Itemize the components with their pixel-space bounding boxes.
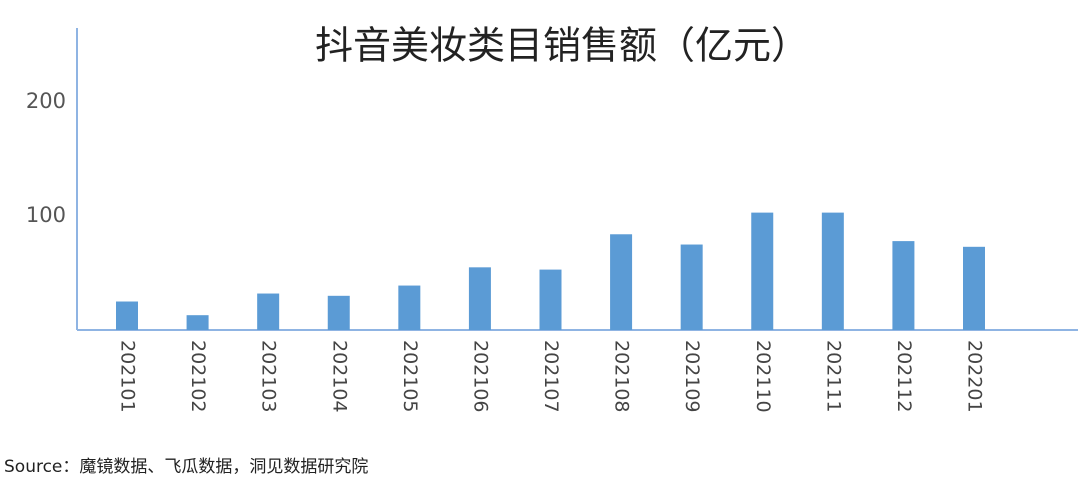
x-tick-label: 202110 [752, 340, 774, 413]
bar [821, 212, 844, 330]
x-tick-label: 202108 [611, 340, 633, 413]
x-tick-label: 202103 [258, 340, 280, 413]
x-tick-label: 202104 [328, 340, 350, 413]
bar [892, 241, 915, 330]
bar [610, 234, 633, 330]
y-tick-label: 200 [26, 89, 66, 113]
bar [539, 269, 562, 330]
x-tick-label: 202105 [399, 340, 421, 413]
x-tick-label: 202101 [117, 340, 139, 413]
x-tick-label: 202102 [187, 340, 209, 413]
bar [963, 246, 985, 330]
chart-title: 抖音美妆类目销售额（亿元） [315, 24, 809, 68]
bar [680, 244, 703, 330]
bar [327, 295, 350, 330]
bar [468, 267, 491, 330]
bar [186, 315, 209, 330]
bar [398, 285, 421, 330]
x-tick-label: 202106 [469, 340, 491, 413]
x-tick-label: 202201 [964, 340, 986, 413]
x-tick-label: 202112 [893, 340, 915, 413]
x-tick-label: 202109 [681, 340, 703, 413]
bar [116, 301, 138, 330]
x-tick-label: 202107 [540, 340, 562, 413]
y-tick-label: 100 [26, 203, 66, 227]
x-tick-label: 202111 [822, 340, 844, 413]
bar [257, 293, 280, 330]
bar [751, 212, 774, 330]
source-note: Source：魔镜数据、飞瓜数据，洞见数据研究院 [4, 457, 368, 477]
